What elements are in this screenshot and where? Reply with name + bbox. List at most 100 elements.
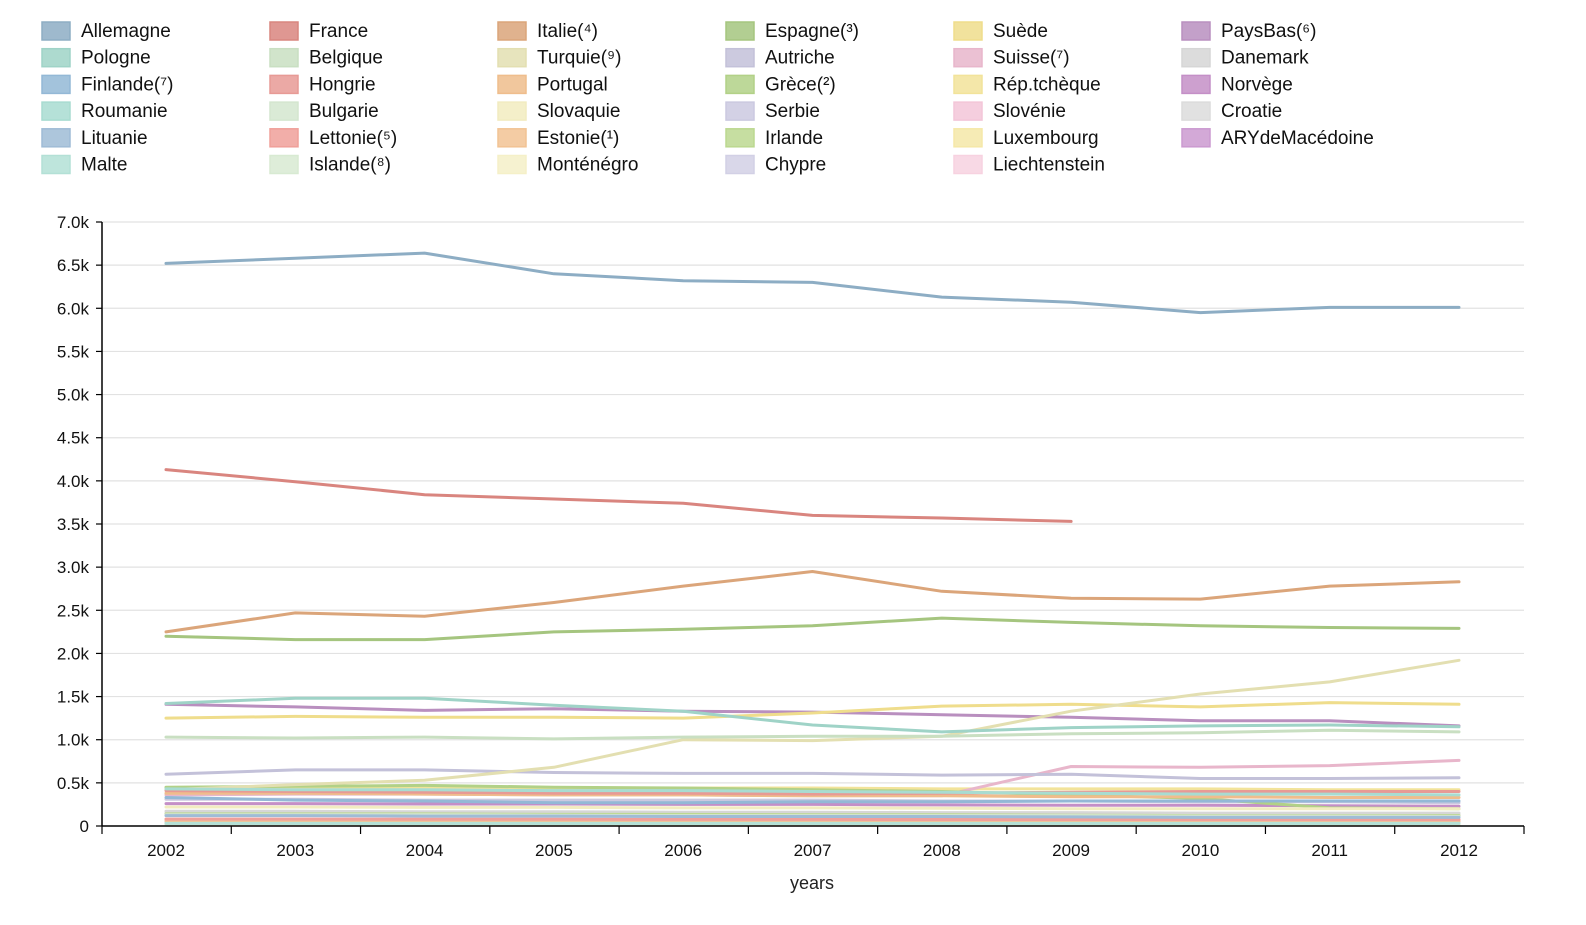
legend-swatch [726,22,754,40]
legend-item[interactable]: Irlande [726,128,823,149]
legend-swatch [954,22,982,40]
legend-label: Croatie [1221,101,1282,122]
x-axis-label: years [790,873,834,893]
legend-item[interactable]: Islande(⁸) [270,155,391,176]
legend-swatch [270,102,298,120]
y-tick-label: 6.5k [57,256,90,275]
y-tick-label: 5.0k [57,386,90,405]
legend-item[interactable]: Turquie(⁹) [498,48,622,69]
y-tick-label: 4.0k [57,472,90,491]
legend-label: Turquie(⁹) [537,48,622,69]
legend-item[interactable]: Malte [42,155,127,176]
legend-swatch [498,129,526,147]
legend-swatch [498,75,526,93]
x-tick-label: 2011 [1311,841,1348,860]
x-tick-label: 2010 [1181,841,1219,860]
legend-item[interactable]: Belgique [270,48,383,69]
legend-item[interactable]: Croatie [1182,101,1282,122]
series-line-19 [166,770,1459,779]
legend-swatch [42,102,70,120]
x-tick-label: 2005 [535,841,573,860]
legend-item[interactable]: Roumanie [42,101,168,122]
legend-item[interactable]: France [270,21,368,42]
legend-swatch [42,156,70,174]
legend-item[interactable]: Estonie(¹) [498,128,619,149]
legend-swatch [954,102,982,120]
legend-swatch [1182,129,1210,147]
legend-item[interactable]: Slovénie [954,101,1066,122]
legend-item[interactable]: Suisse(⁷) [954,48,1070,69]
legend-label: Islande(⁸) [309,155,391,176]
legend-swatch [954,156,982,174]
legend-item[interactable]: Danemark [1182,48,1309,69]
x-tick-label: 2002 [147,841,185,860]
legend-item[interactable]: Italie(⁴) [498,21,598,42]
series-line-7 [166,730,1459,739]
series-line-15 [166,807,1459,809]
legend-label: Suisse(⁷) [993,48,1070,69]
legend-label: Serbie [765,101,820,122]
legend-swatch [498,102,526,120]
x-tick-label: 2012 [1440,841,1478,860]
legend-item[interactable]: Espagne(³) [726,21,859,42]
legend-item[interactable]: Norvège [1182,74,1293,95]
series-line-18 [166,618,1459,640]
legend-item[interactable]: Slovaquie [498,101,620,122]
legend-item[interactable]: Suède [954,21,1048,42]
y-tick-label: 4.5k [57,429,90,448]
legend-item[interactable]: Hongrie [270,74,376,95]
legend-label: Rép.tchèque [993,74,1101,95]
legend-label: Italie(⁴) [537,21,598,42]
legend-item[interactable]: Portugal [498,74,608,95]
legend-swatch [42,75,70,93]
legend-item[interactable]: Allemagne [42,21,171,42]
y-tick-label: 1.0k [57,731,90,750]
legend-item[interactable]: Bulgarie [270,101,379,122]
legend-label: Lettonie(⁵) [309,128,397,149]
x-tick-label: 2003 [276,841,314,860]
legend-label: Luxembourg [993,128,1099,149]
legend-item[interactable]: Chypre [726,155,826,176]
legend-label: Bulgarie [309,101,379,122]
y-tick-label: 3.0k [57,558,90,577]
legend-swatch [1182,102,1210,120]
legend-swatch [498,156,526,174]
legend-swatch [726,75,754,93]
legend-label: Norvège [1221,74,1293,95]
legend-item[interactable]: Liechtenstein [954,155,1105,176]
legend-item[interactable]: Lettonie(⁵) [270,128,397,149]
legend-item[interactable]: ARYdeMacédoine [1182,128,1374,149]
legend-item[interactable]: Pologne [42,48,151,69]
legend-item[interactable]: Serbie [726,101,820,122]
x-tick-label: 2009 [1052,841,1090,860]
legend-swatch [726,49,754,67]
legend-item[interactable]: Luxembourg [954,128,1099,149]
y-tick-label: 0 [80,817,89,836]
legend-item[interactable]: Rép.tchèque [954,74,1101,95]
y-tick-label: 5.5k [57,342,90,361]
legend-swatch [726,156,754,174]
y-tick-label: 2.5k [57,601,90,620]
y-tick-label: 0.5k [57,774,90,793]
legend-swatch [270,156,298,174]
legend-label: Estonie(¹) [537,128,619,149]
y-tick-label: 7.0k [57,213,90,232]
legend-label: Hongrie [309,74,376,95]
legend-swatch [270,22,298,40]
legend-item[interactable]: Finlande(⁷) [42,74,173,95]
legend-label: Roumanie [81,101,168,122]
legend-item[interactable]: Autriche [726,48,835,69]
legend-swatch [42,49,70,67]
legend-label: Belgique [309,48,383,69]
legend-label: Grèce(²) [765,74,836,95]
legend-item[interactable]: Monténégro [498,155,638,176]
x-tick-label: 2007 [794,841,832,860]
legend-swatch [954,49,982,67]
legend-label: Portugal [537,74,608,95]
legend-label: Suède [993,21,1048,42]
legend-item[interactable]: PaysBas(⁶) [1182,21,1316,42]
legend-label: Irlande [765,128,823,149]
legend-item[interactable]: Lituanie [42,128,148,149]
legend-item[interactable]: Grèce(²) [726,74,836,95]
